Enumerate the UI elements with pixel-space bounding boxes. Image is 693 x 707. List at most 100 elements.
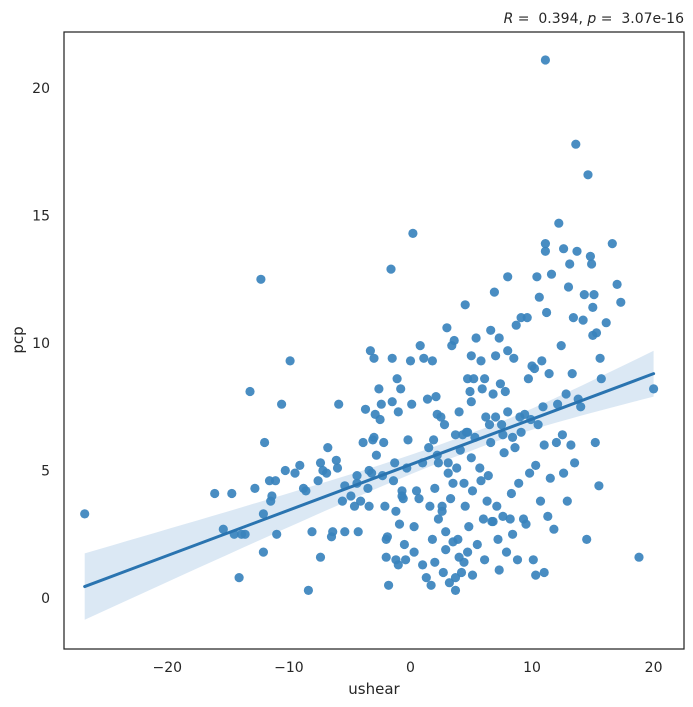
data-point-107: [429, 435, 439, 445]
data-point-141: [459, 478, 469, 488]
data-point-13: [260, 437, 270, 448]
points-layer: [80, 55, 659, 596]
data-point-2: [218, 524, 228, 534]
data-point-250: [572, 246, 582, 256]
data-point-8: [245, 386, 255, 397]
data-point-258: [587, 259, 597, 269]
y-tick-label: 5: [41, 464, 50, 480]
plot-area: [80, 55, 659, 620]
data-point-158: [471, 333, 481, 343]
data-point-134: [452, 463, 462, 473]
data-point-171: [486, 325, 496, 335]
data-point-224: [539, 567, 549, 578]
data-point-3: [227, 488, 237, 499]
data-point-59: [371, 450, 381, 460]
data-point-93: [409, 547, 419, 557]
data-point-20: [280, 465, 290, 476]
data-point-164: [478, 514, 488, 524]
data-point-225: [540, 239, 551, 249]
chart-title: R = 0.394, p = 3.07e-16: [504, 11, 685, 27]
data-point-143: [460, 300, 470, 310]
data-point-30: [315, 552, 326, 562]
data-point-175: [488, 516, 498, 527]
data-point-214: [529, 363, 540, 374]
data-point-94: [411, 486, 422, 496]
data-point-246: [567, 369, 577, 379]
data-point-206: [520, 409, 530, 419]
data-point-7: [240, 529, 250, 539]
data-point-245: [566, 440, 576, 450]
data-point-155: [467, 570, 478, 580]
data-point-185: [498, 430, 508, 440]
data-point-208: [522, 313, 532, 323]
data-point-156: [469, 374, 479, 384]
data-point-100: [421, 573, 431, 583]
y-tick-label: 10: [32, 336, 50, 352]
data-point-23: [295, 460, 305, 470]
data-point-38: [334, 399, 344, 409]
data-point-18: [272, 529, 282, 539]
data-point-123: [443, 458, 453, 468]
y-tick-label: 20: [32, 81, 50, 97]
data-point-183: [495, 379, 505, 389]
data-point-207: [521, 519, 531, 529]
data-point-230: [544, 369, 554, 379]
data-point-106: [427, 534, 437, 545]
data-point-191: [503, 407, 513, 417]
data-point-85: [399, 539, 409, 550]
data-point-178: [491, 412, 501, 422]
data-point-220: [535, 496, 546, 506]
data-point-237: [556, 341, 566, 351]
data-point-195: [507, 432, 518, 442]
data-point-243: [563, 282, 574, 292]
data-point-29: [315, 458, 326, 468]
data-point-17: [270, 476, 281, 486]
data-point-149: [464, 522, 474, 532]
data-point-16: [267, 491, 277, 501]
data-point-36: [331, 455, 341, 465]
data-point-80: [394, 519, 405, 529]
data-point-120: [441, 527, 451, 537]
data-point-65: [380, 501, 390, 511]
data-point-177: [491, 351, 501, 361]
data-point-200: [512, 555, 523, 565]
data-point-12: [258, 509, 268, 519]
data-point-70: [386, 264, 396, 274]
data-point-10: [256, 274, 266, 284]
data-point-226: [540, 246, 551, 256]
data-point-210: [525, 468, 535, 478]
y-axis-ticks: 0 5 10 15 20: [32, 81, 50, 607]
data-point-235: [553, 399, 563, 409]
title-p-value: = 3.07e-16: [596, 11, 684, 27]
data-point-190: [503, 272, 513, 282]
data-point-135: [453, 534, 463, 545]
title-p-symbol: p: [586, 11, 596, 27]
data-point-160: [475, 463, 485, 473]
data-point-115: [436, 412, 446, 422]
y-axis-label: pcp: [9, 326, 27, 353]
data-point-142: [459, 557, 469, 567]
data-point-104: [426, 580, 436, 590]
data-point-192: [503, 346, 513, 356]
data-point-150: [465, 386, 475, 397]
data-point-153: [466, 453, 476, 463]
data-point-44: [352, 471, 362, 481]
data-point-261: [589, 290, 599, 300]
data-point-72: [387, 397, 397, 407]
data-point-26: [303, 585, 313, 596]
data-point-216: [531, 570, 541, 580]
data-point-28: [313, 476, 323, 486]
data-point-60: [374, 384, 384, 394]
data-point-265: [595, 353, 605, 363]
y-tick-label: 15: [32, 209, 50, 225]
data-point-154: [467, 486, 478, 496]
data-point-22: [290, 468, 300, 478]
data-point-227: [540, 55, 551, 65]
data-point-269: [612, 279, 622, 289]
data-point-98: [418, 560, 428, 570]
data-point-174: [488, 389, 498, 399]
data-point-148: [463, 547, 473, 557]
data-point-37: [332, 463, 343, 473]
data-point-231: [545, 473, 555, 483]
data-point-222: [538, 402, 548, 412]
